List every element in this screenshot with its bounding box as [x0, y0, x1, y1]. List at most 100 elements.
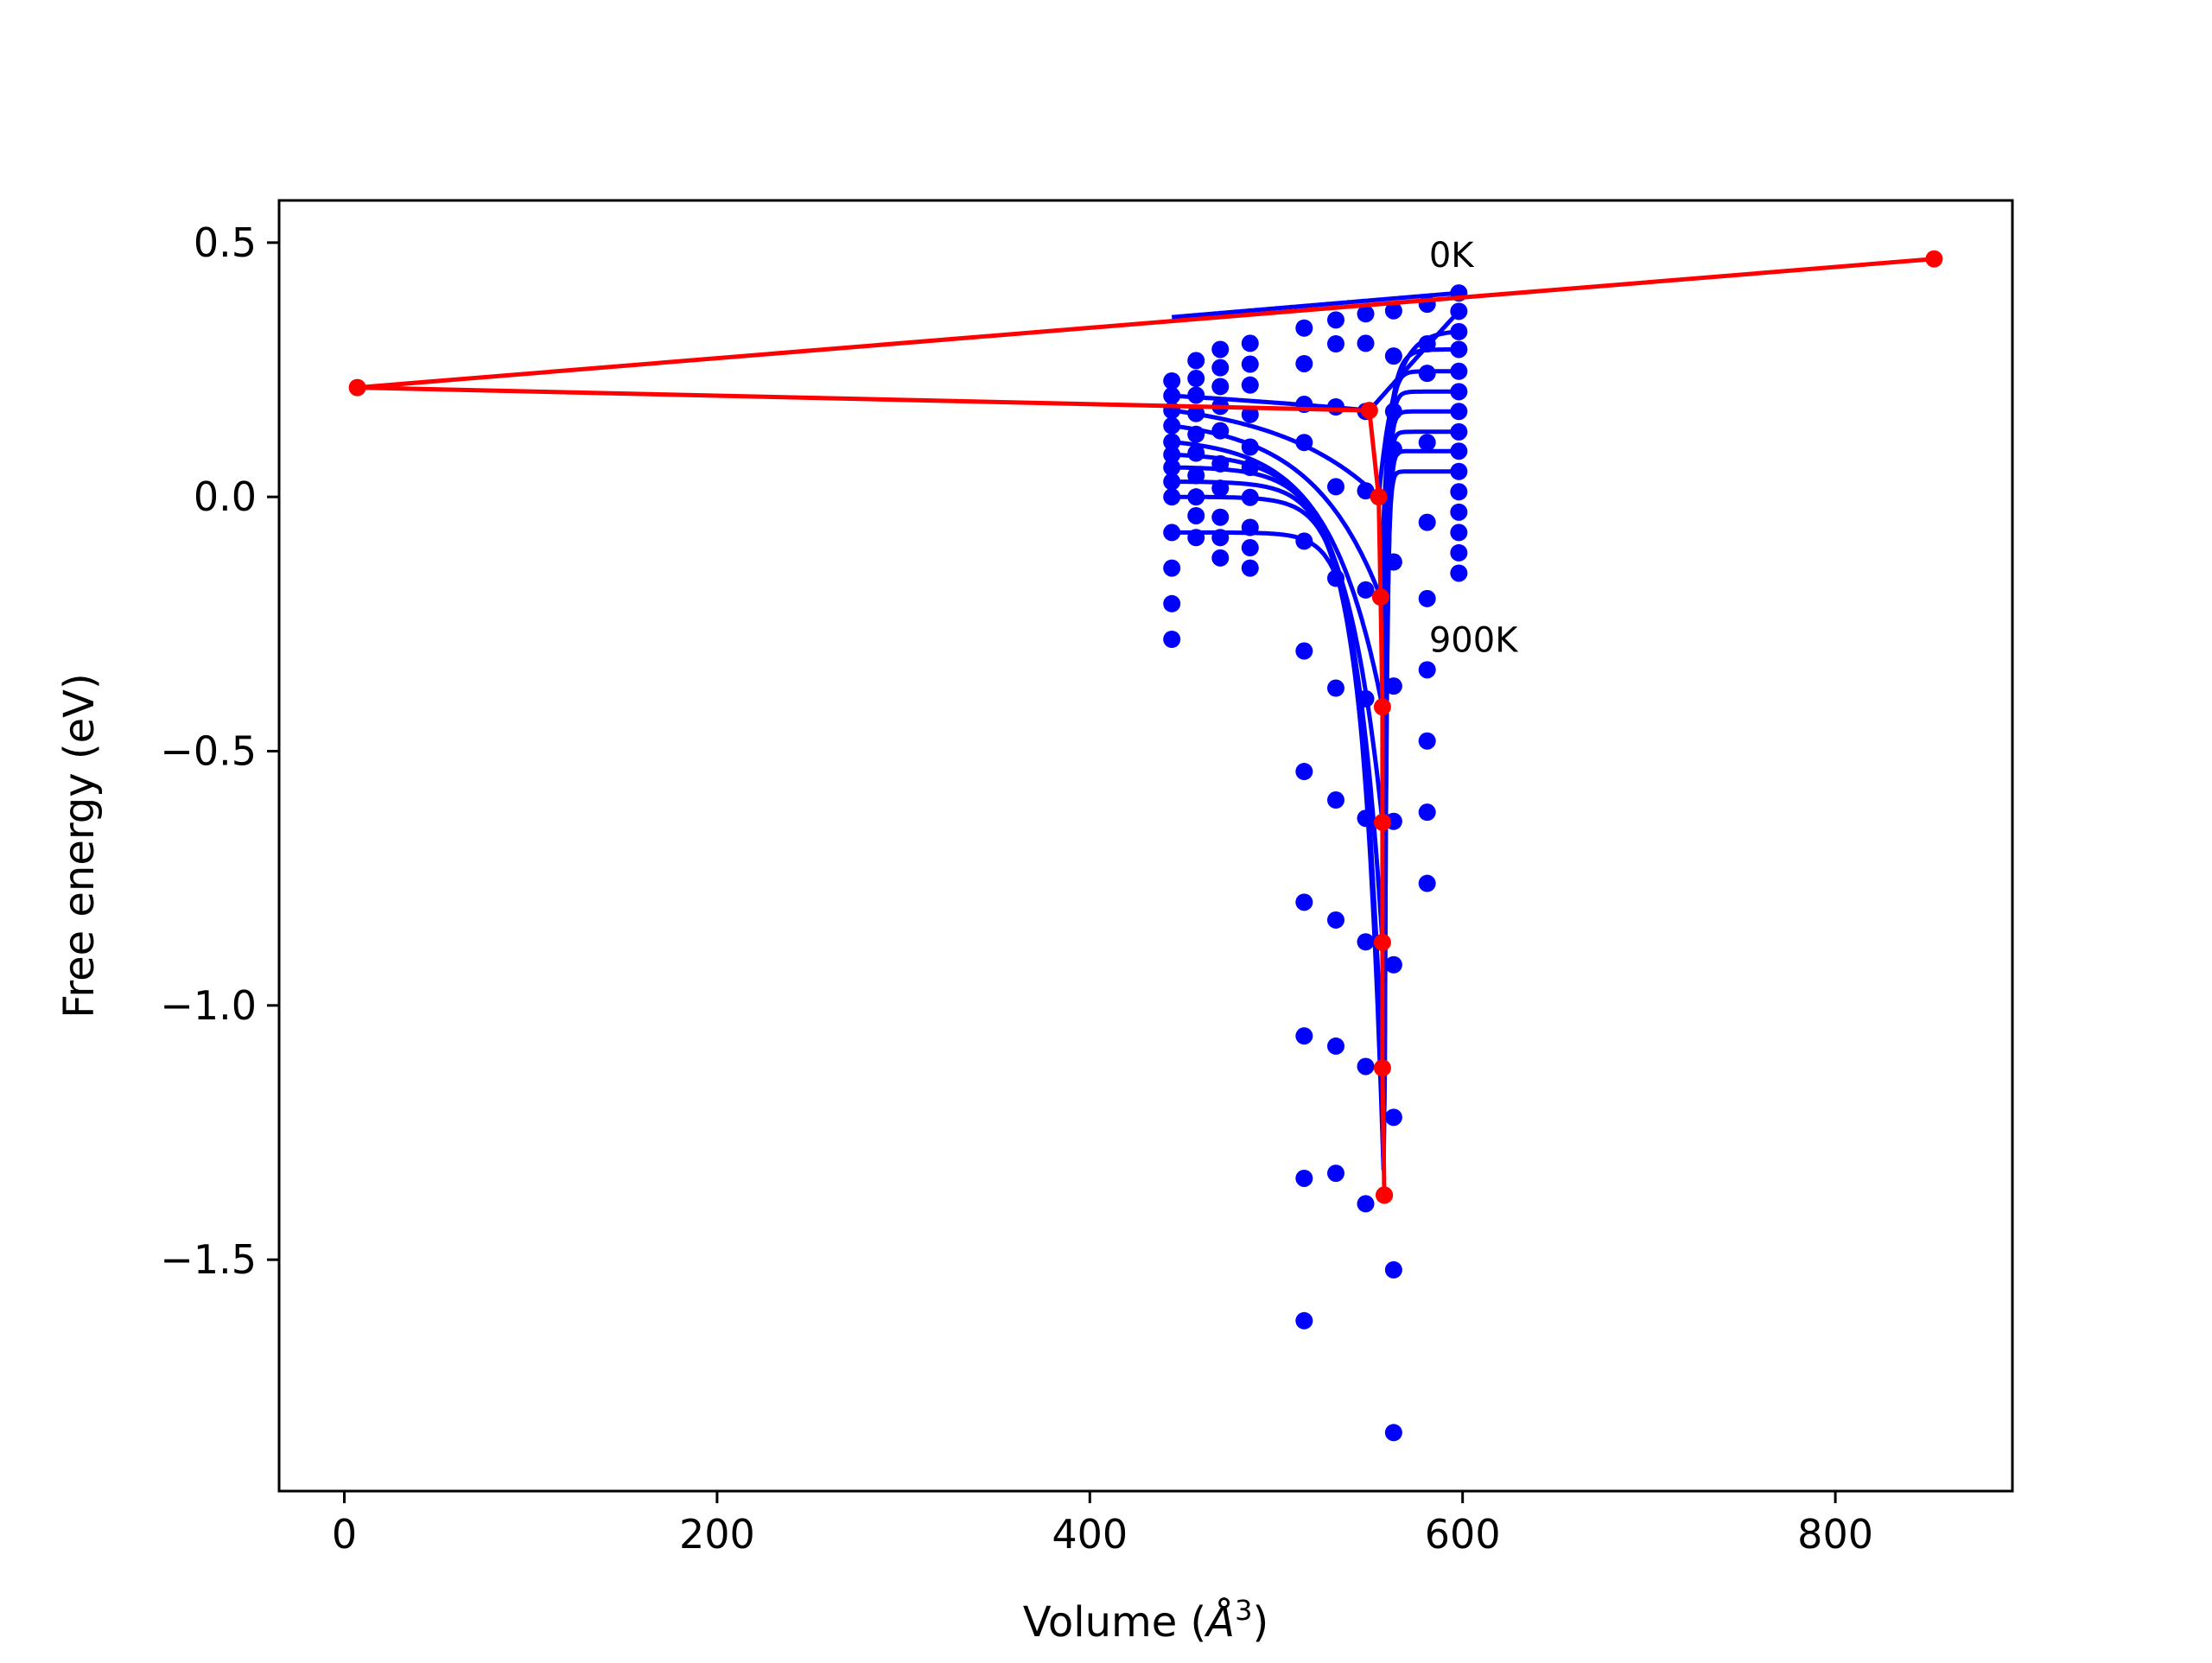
- data-point: [1384, 677, 1402, 695]
- data-point: [1418, 434, 1436, 452]
- data-point: [1187, 404, 1205, 422]
- data-point: [1295, 434, 1313, 452]
- data-point: [1357, 689, 1375, 708]
- data-point: [1187, 529, 1205, 547]
- equilibrium-point: [1373, 813, 1391, 831]
- data-point: [1163, 446, 1181, 464]
- data-point: [1241, 355, 1259, 373]
- data-point: [1327, 569, 1345, 587]
- equilibrium-line: [355, 257, 1935, 1196]
- data-point: [1295, 319, 1313, 337]
- data-point: [1211, 378, 1230, 396]
- data-point: [1450, 302, 1468, 321]
- data-point: [1384, 1260, 1402, 1279]
- data-point: [1241, 405, 1259, 423]
- data-point: [1384, 553, 1402, 571]
- x-tick-label: 800: [1797, 1511, 1873, 1558]
- data-point: [1295, 1027, 1313, 1045]
- equilibrium-point: [1373, 1059, 1391, 1077]
- data-point: [1357, 305, 1375, 323]
- data-point: [1211, 479, 1230, 498]
- plot-area: [279, 200, 2012, 1491]
- data-point: [1295, 532, 1313, 550]
- data-point: [1211, 340, 1230, 359]
- data-point: [1327, 1037, 1345, 1055]
- data-point: [1418, 874, 1436, 892]
- data-point: [1187, 467, 1205, 485]
- equilibrium-point: [1360, 402, 1378, 420]
- equilibrium-point: [1371, 588, 1389, 606]
- data-point: [1327, 335, 1345, 352]
- x-tick-label: 600: [1425, 1511, 1501, 1558]
- data-point: [1450, 362, 1468, 380]
- plot-frame: [277, 199, 2014, 1493]
- x-axis-label: Volume (Å3): [1023, 1594, 1268, 1647]
- data-point: [1241, 518, 1259, 536]
- y-tick-label: −1.0: [160, 982, 257, 1029]
- data-point: [1187, 352, 1205, 370]
- equilibrium-point: [1373, 933, 1391, 951]
- data-point: [1327, 679, 1345, 697]
- data-point: [1187, 488, 1205, 506]
- data-point: [1163, 459, 1181, 477]
- data-point: [1418, 365, 1436, 383]
- data-point: [1295, 1311, 1313, 1330]
- data-point: [1418, 732, 1436, 750]
- y-axis-label: Free energy (eV): [55, 673, 104, 1018]
- data-point: [1241, 559, 1259, 577]
- data-point: [1450, 543, 1468, 562]
- data-point: [1357, 1195, 1375, 1213]
- data-point: [1327, 911, 1345, 929]
- data-point: [1295, 642, 1313, 660]
- y-tick-label: −0.5: [160, 728, 257, 775]
- data-point: [1450, 340, 1468, 359]
- data-point: [1384, 347, 1402, 365]
- data-point: [1241, 376, 1259, 394]
- data-point: [1187, 386, 1205, 404]
- y-axis-ticks: 0.5 0.0 −0.5 −1.0 −1.5: [160, 219, 279, 1283]
- data-point: [1450, 503, 1468, 521]
- data-point: [1295, 763, 1313, 781]
- data-point: [1450, 442, 1468, 460]
- data-point: [1241, 539, 1259, 557]
- data-point: [1163, 371, 1181, 390]
- x-tick-label: 0: [332, 1511, 357, 1558]
- equilibrium-point: [348, 378, 366, 397]
- data-point: [1357, 334, 1375, 352]
- data-point: [1327, 791, 1345, 809]
- data-point: [1295, 1169, 1313, 1187]
- data-point: [1384, 403, 1402, 421]
- data-point: [1384, 440, 1402, 458]
- data-point: [1384, 1424, 1402, 1442]
- data-point: [1163, 473, 1181, 491]
- data-point: [1384, 1108, 1402, 1127]
- data-point: [1211, 529, 1230, 547]
- data-point: [1163, 387, 1181, 405]
- data-point: [1418, 335, 1436, 352]
- data-point: [1357, 482, 1375, 500]
- data-point: [1357, 1057, 1375, 1076]
- x-tick-label: 400: [1052, 1511, 1128, 1558]
- data-point: [1327, 397, 1345, 416]
- data-point: [1163, 488, 1181, 506]
- data-point: [1211, 549, 1230, 567]
- data-point: [1384, 955, 1402, 974]
- data-point: [1163, 594, 1181, 613]
- data-point: [1163, 416, 1181, 435]
- equilibrium-point: [1373, 698, 1391, 716]
- x-axis-ticks: 0 200 400 600 800: [332, 1491, 1873, 1558]
- data-point: [1211, 508, 1230, 526]
- points-layer: [1163, 284, 1468, 1442]
- data-point: [1418, 803, 1436, 822]
- data-point: [1450, 383, 1468, 401]
- data-point: [1241, 459, 1259, 477]
- data-point: [1163, 433, 1181, 451]
- y-tick-label: 0.5: [194, 219, 257, 266]
- temperature-annotation: 900K: [1429, 621, 1519, 661]
- fit-curve: [1171, 369, 1460, 709]
- data-point: [1357, 933, 1375, 951]
- data-point: [1187, 425, 1205, 443]
- data-point: [1163, 631, 1181, 649]
- data-point: [1450, 564, 1468, 582]
